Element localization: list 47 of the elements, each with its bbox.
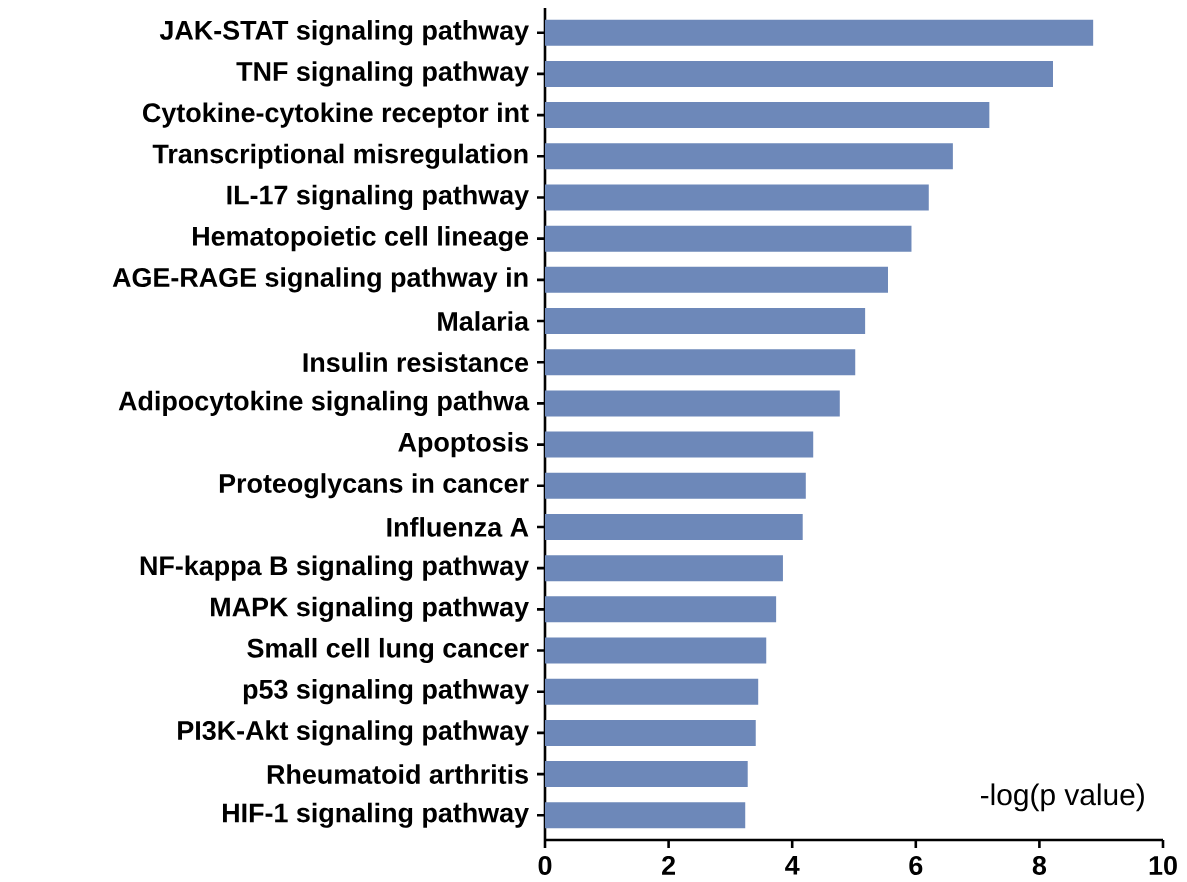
y-tick-label: Insulin resistance	[303, 352, 529, 373]
y-tick-label: HIF-1 signaling pathway	[222, 802, 529, 829]
bar	[545, 678, 759, 705]
x-axis-title: -log(p value)	[980, 783, 1144, 812]
y-tick-label: TNF signaling pathway	[236, 61, 529, 87]
bar	[545, 390, 840, 417]
x-tick-label: 6	[909, 856, 923, 876]
y-tick-label: AGE-RAGE signaling pathway in	[112, 267, 528, 293]
bar	[545, 349, 856, 376]
y-tick-label: JAK-STAT signaling pathway	[159, 20, 529, 46]
y-tick-label: Proteoglycans in cancer	[219, 473, 529, 499]
x-tick-label: 8	[1032, 856, 1047, 876]
y-tick-label: NF-kappa B signaling pathway	[140, 555, 529, 581]
bar	[545, 761, 748, 788]
bar	[545, 267, 888, 294]
y-tick-label: Adipocytokine signaling pathwa	[118, 390, 530, 417]
bar	[545, 184, 929, 211]
y-tick-label: PI3K-Akt signaling pathway	[178, 720, 529, 746]
y-tick-label: Cytokine-cytokine receptor int	[143, 102, 529, 128]
bar	[545, 225, 912, 252]
y-tick-label: Rheumatoid arthritis	[267, 764, 528, 785]
bar	[545, 514, 803, 541]
y-tick-label: p53 signaling pathway	[243, 679, 529, 705]
bar	[545, 102, 990, 129]
bar	[545, 61, 1053, 88]
bar	[545, 143, 953, 170]
x-tick-label: 10	[1149, 856, 1177, 876]
y-tick-label: Influenza A	[387, 517, 529, 538]
x-tick-label: 2	[662, 856, 675, 875]
y-tick-label: MAPK signaling pathway	[211, 596, 529, 623]
y-tick-label: Malaria	[438, 311, 530, 332]
bar	[545, 472, 806, 499]
bar	[545, 555, 783, 582]
bar	[545, 19, 1094, 46]
bar	[545, 596, 777, 623]
y-tick-label: Apoptosis	[398, 432, 528, 458]
bar	[545, 637, 767, 664]
bar	[545, 720, 756, 747]
y-tick-label: Hematopoietic cell lineage	[193, 226, 529, 252]
bar	[545, 308, 866, 335]
y-tick-label: Small cell lung cancer	[247, 638, 529, 664]
bar	[545, 802, 746, 829]
x-tick-label: 4	[785, 856, 800, 875]
bar	[545, 431, 814, 458]
y-tick-label: IL-17 signaling pathway	[227, 185, 529, 211]
x-tick-label: 0	[538, 856, 552, 876]
y-tick-label: Transcriptional misregulation	[152, 143, 528, 170]
